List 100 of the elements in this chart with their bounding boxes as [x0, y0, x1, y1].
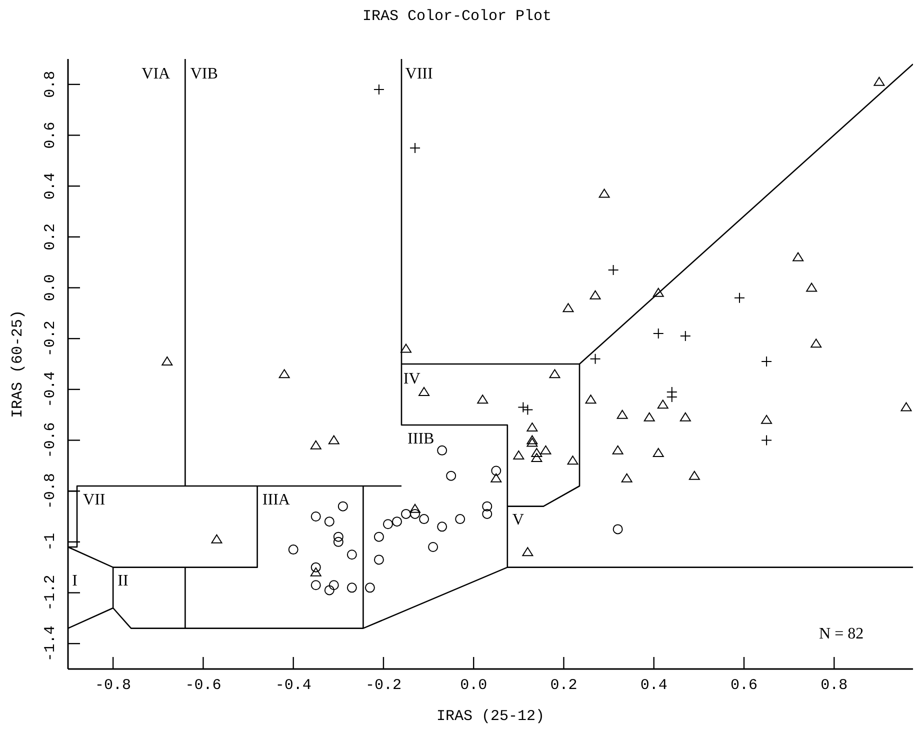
x-tick-label: -0.6 — [185, 677, 222, 694]
x-tick-label: 0.4 — [640, 677, 668, 694]
y-tick-label: 0.6 — [42, 122, 59, 149]
point — [455, 514, 466, 524]
point — [491, 466, 502, 476]
point — [598, 188, 610, 198]
point — [333, 536, 344, 547]
point — [477, 394, 488, 404]
point — [657, 400, 668, 409]
point — [652, 328, 664, 339]
y-tick-label: -0.4 — [42, 371, 59, 408]
point — [490, 473, 502, 482]
point — [612, 445, 624, 454]
point — [792, 252, 804, 262]
point — [621, 473, 632, 482]
point — [310, 562, 321, 572]
point — [410, 504, 421, 513]
annotation: IV — [403, 370, 421, 388]
annotation: VII — [83, 491, 106, 508]
point — [761, 434, 772, 446]
point — [310, 567, 322, 576]
y-tick-label: -1.2 — [42, 574, 59, 611]
point — [616, 410, 628, 419]
point — [410, 508, 420, 519]
chart-title: IRAS Color-Color Plot — [361, 8, 553, 25]
annotation: VIA — [142, 65, 171, 82]
point — [364, 582, 375, 593]
point — [373, 84, 384, 95]
point — [590, 290, 601, 300]
point — [211, 534, 222, 544]
point — [585, 394, 596, 404]
point — [428, 542, 438, 552]
x-tick-label: -0.2 — [365, 677, 402, 694]
x-tick-label: -0.8 — [95, 677, 132, 694]
point — [328, 580, 339, 590]
point — [324, 585, 334, 596]
point — [688, 470, 700, 480]
point — [874, 76, 885, 86]
point — [531, 453, 542, 462]
x-tick-label: -0.4 — [275, 677, 312, 694]
point — [346, 550, 357, 560]
y-tick-label: 0.0 — [42, 274, 59, 302]
point — [734, 292, 745, 304]
point — [526, 438, 538, 447]
x-tick-label: 0.6 — [730, 677, 758, 694]
y-tick-label: -1.4 — [42, 626, 59, 662]
point — [482, 501, 492, 512]
point — [446, 470, 456, 481]
point — [761, 414, 772, 424]
point — [900, 402, 912, 412]
point — [590, 353, 601, 364]
annotation: N = 82 — [819, 626, 864, 643]
y-axis-title: IRAS (60-25) — [10, 310, 26, 418]
point — [401, 508, 411, 519]
y-tick-label: -0.2 — [42, 320, 59, 357]
point — [346, 582, 357, 593]
y-tick-label: -0.6 — [42, 422, 59, 458]
annotation: II — [118, 572, 128, 590]
point — [310, 580, 321, 590]
annotation: IIIB — [408, 430, 434, 448]
y-tick-label: 0.2 — [42, 223, 59, 250]
point — [608, 264, 619, 276]
point — [562, 303, 574, 312]
point — [162, 356, 173, 366]
point — [278, 369, 290, 378]
point — [652, 448, 664, 457]
point — [680, 412, 691, 422]
annotation: V — [512, 512, 524, 529]
point — [531, 448, 542, 457]
point — [310, 512, 321, 522]
y-tick-label: -0.8 — [42, 473, 59, 510]
point — [806, 282, 818, 292]
point — [761, 356, 772, 367]
point — [522, 547, 534, 556]
annotation: VIII — [405, 65, 433, 82]
point — [400, 344, 412, 353]
point — [419, 514, 430, 524]
point — [328, 435, 340, 444]
point — [666, 392, 678, 403]
point — [482, 508, 492, 519]
point — [374, 554, 384, 565]
point — [437, 522, 448, 532]
point — [644, 412, 655, 422]
point — [549, 369, 560, 378]
x-tick-label: 0.0 — [460, 677, 488, 694]
point — [392, 516, 402, 527]
annotation: VIB — [190, 65, 218, 82]
point — [418, 386, 430, 396]
point — [338, 501, 348, 512]
y-tick-label: 0.4 — [42, 172, 59, 200]
point — [288, 544, 298, 555]
point — [526, 435, 538, 444]
point — [513, 450, 524, 460]
point — [540, 445, 552, 454]
point — [526, 422, 538, 432]
point — [810, 338, 822, 348]
point — [652, 288, 664, 297]
point — [680, 330, 691, 342]
y-tick-label: 0.8 — [42, 70, 59, 98]
point — [567, 456, 578, 465]
